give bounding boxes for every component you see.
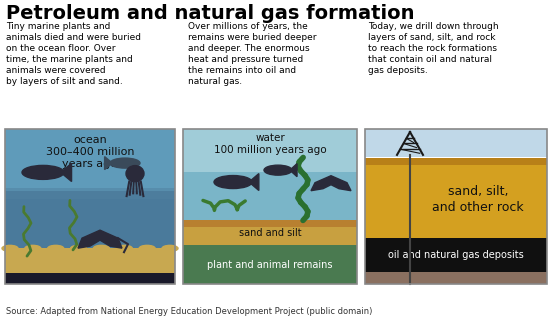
Text: ocean
300–400 million
years ago: ocean 300–400 million years ago xyxy=(46,135,134,169)
Bar xyxy=(5,129,175,284)
Ellipse shape xyxy=(25,245,41,251)
Bar xyxy=(183,129,357,284)
Bar xyxy=(365,165,547,238)
Bar xyxy=(365,158,547,165)
Ellipse shape xyxy=(2,245,18,251)
Ellipse shape xyxy=(110,158,140,168)
Bar xyxy=(183,220,357,227)
Bar xyxy=(5,273,175,284)
Polygon shape xyxy=(78,230,122,248)
Bar xyxy=(183,227,357,245)
Polygon shape xyxy=(104,156,113,170)
Ellipse shape xyxy=(264,165,292,175)
Ellipse shape xyxy=(47,245,63,251)
Text: water
100 million years ago: water 100 million years ago xyxy=(214,133,326,155)
Text: Over millions of years, the
remains were buried deeper
and deeper. The enormous
: Over millions of years, the remains were… xyxy=(188,22,316,86)
Text: sand, silt,
and other rock: sand, silt, and other rock xyxy=(432,185,524,215)
Text: Tiny marine plants and
animals died and were buried
on the ocean floor. Over
tim: Tiny marine plants and animals died and … xyxy=(6,22,141,86)
Bar xyxy=(183,129,357,284)
Bar xyxy=(365,238,547,272)
Bar xyxy=(365,272,547,284)
Text: Petroleum and natural gas formation: Petroleum and natural gas formation xyxy=(6,4,415,23)
Bar xyxy=(5,129,175,284)
Bar xyxy=(5,129,175,191)
Text: sand and silt: sand and silt xyxy=(238,228,301,238)
Text: Today, we drill down through
layers of sand, silt, and rock
to reach the rock fo: Today, we drill down through layers of s… xyxy=(368,22,498,75)
Text: Source: Adapted from National Energy Education Development Project (public domai: Source: Adapted from National Energy Edu… xyxy=(6,307,373,316)
Bar xyxy=(365,129,547,284)
Ellipse shape xyxy=(214,175,252,188)
Ellipse shape xyxy=(116,245,132,251)
Ellipse shape xyxy=(22,165,64,179)
Bar xyxy=(183,129,357,172)
Text: plant and animal remains: plant and animal remains xyxy=(207,259,333,270)
Polygon shape xyxy=(249,173,259,190)
Polygon shape xyxy=(290,164,297,177)
Bar xyxy=(5,248,175,273)
Ellipse shape xyxy=(126,166,144,182)
Bar xyxy=(365,129,547,157)
Ellipse shape xyxy=(162,245,178,251)
Ellipse shape xyxy=(71,245,87,251)
Ellipse shape xyxy=(139,245,155,251)
Polygon shape xyxy=(61,163,72,182)
Text: oil and natural gas deposits: oil and natural gas deposits xyxy=(388,249,524,259)
Bar xyxy=(183,245,357,284)
Ellipse shape xyxy=(93,245,109,251)
Polygon shape xyxy=(311,176,351,191)
Bar xyxy=(5,188,175,199)
